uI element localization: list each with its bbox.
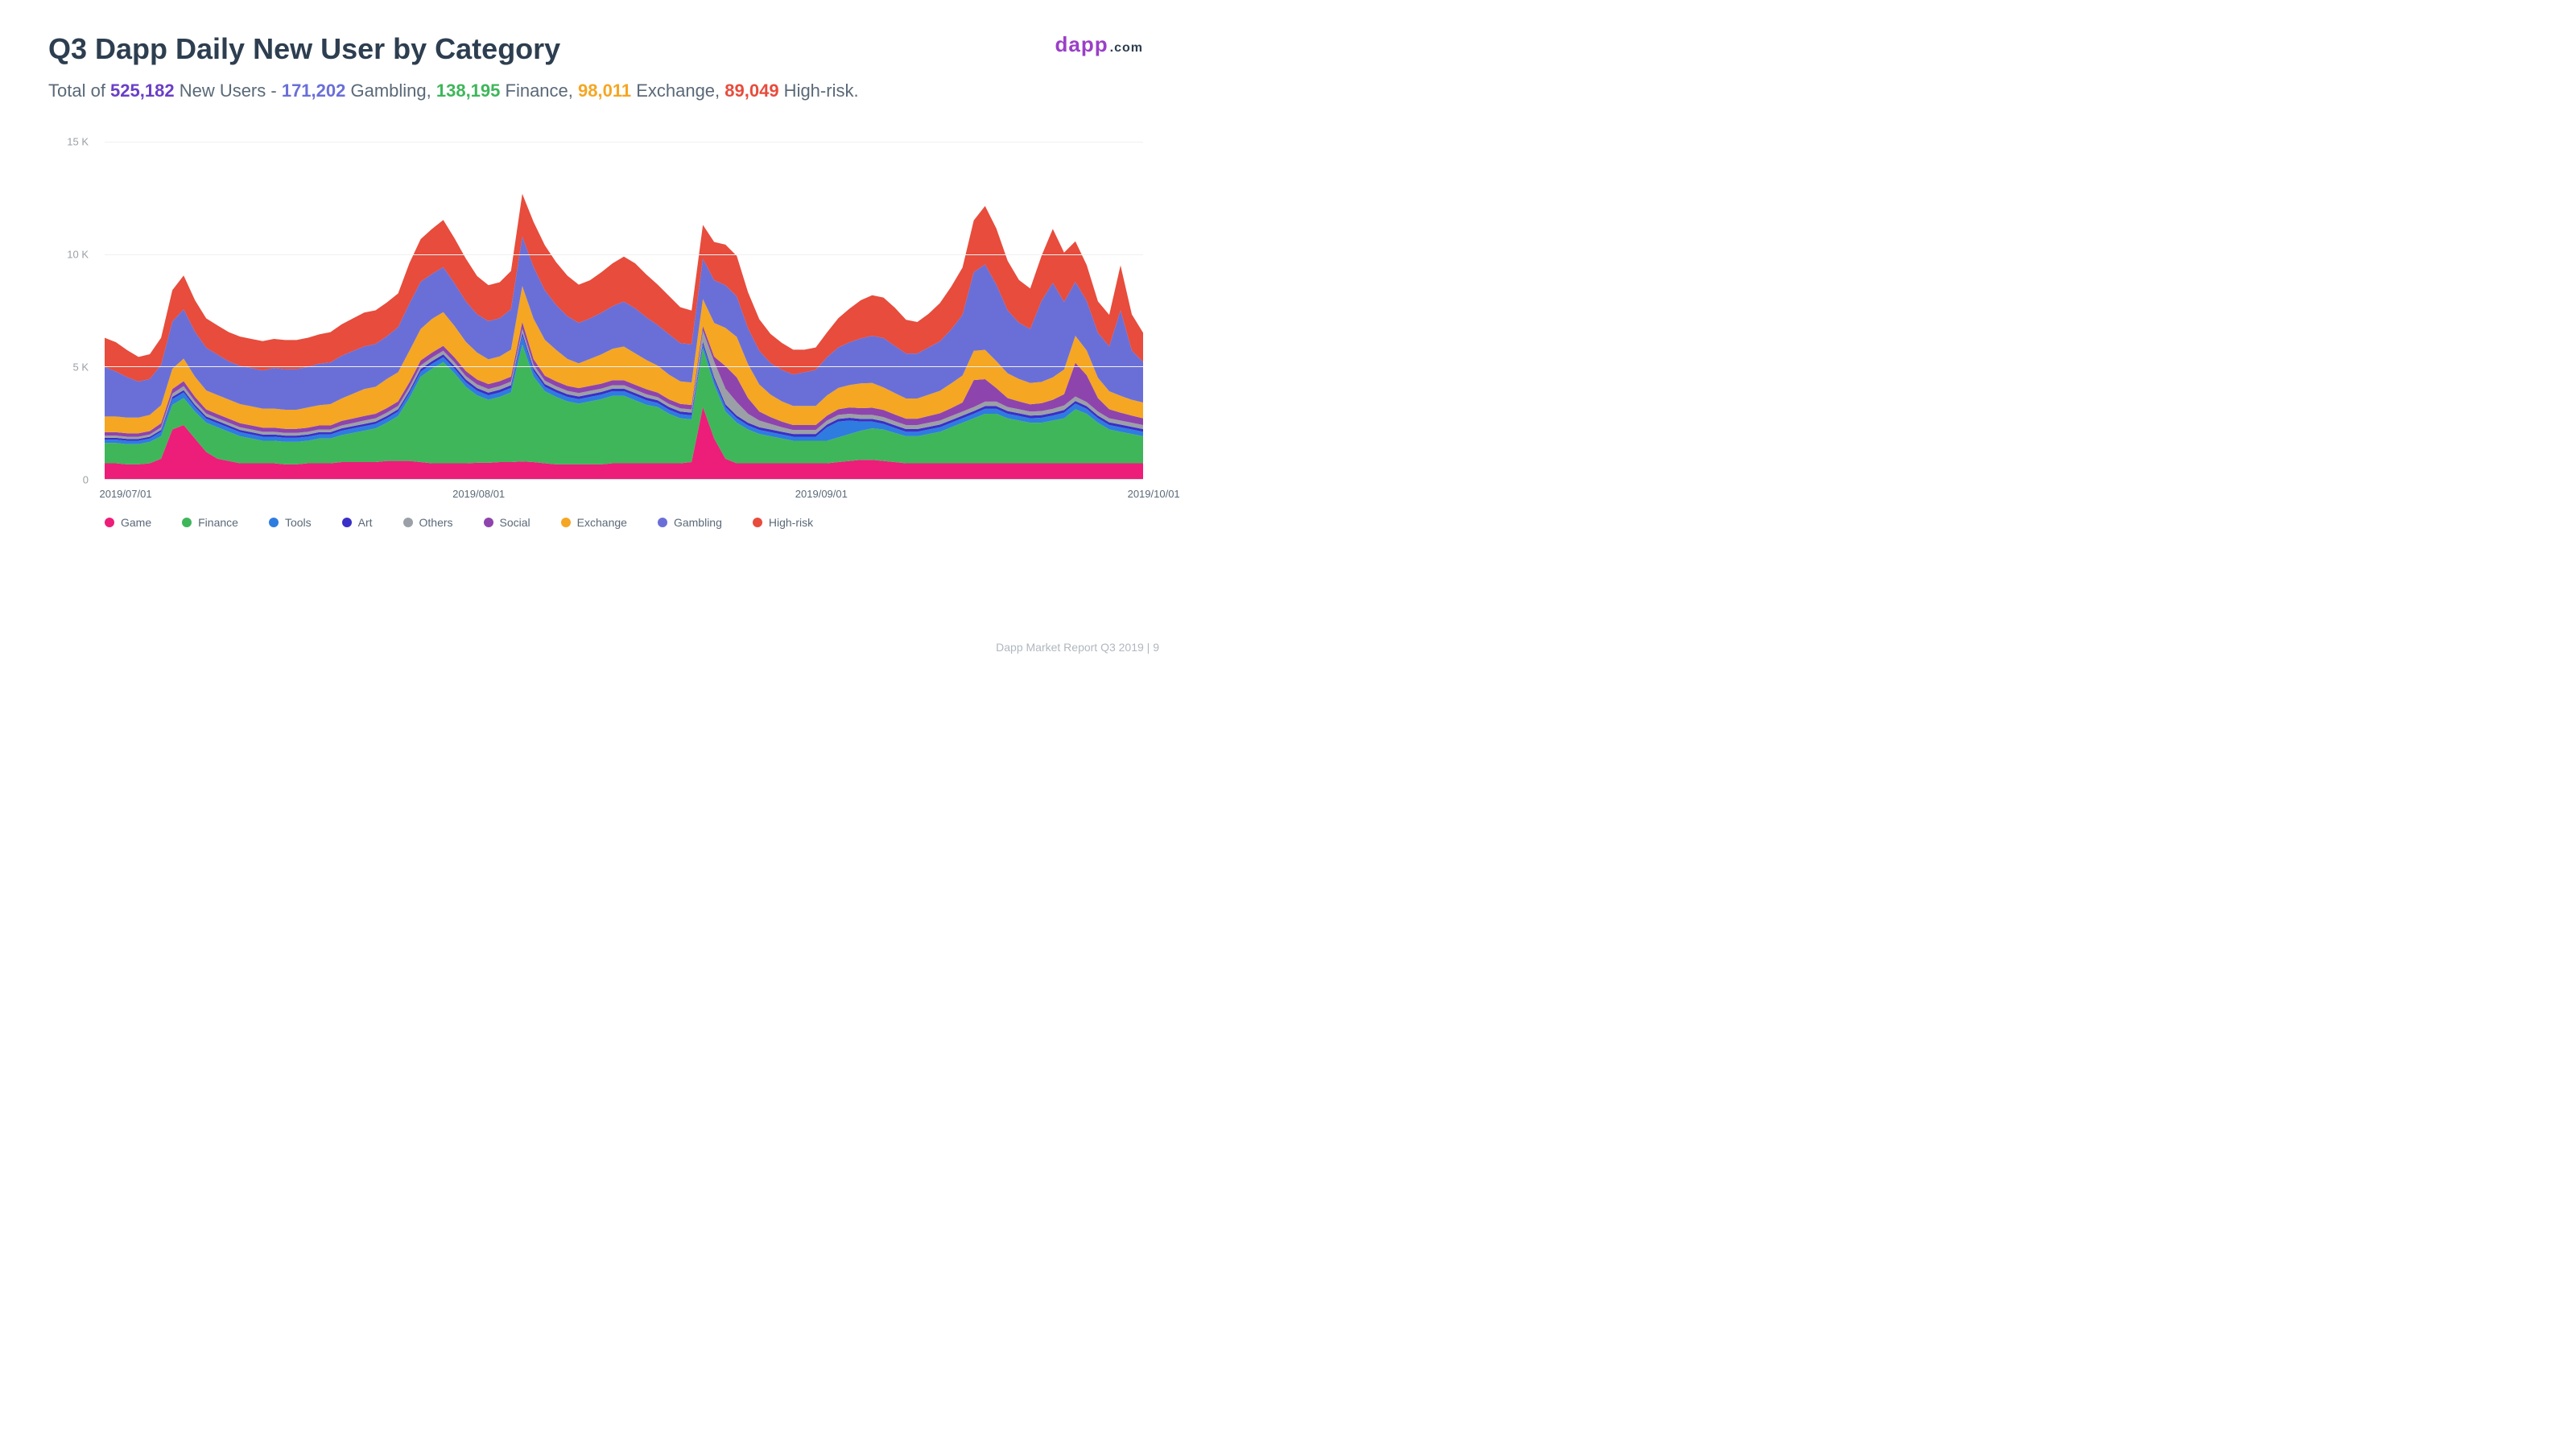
y-tick-label: 15 K [67, 136, 89, 148]
x-tick-label: 2019/07/01 [99, 488, 151, 500]
logo-suffix: .com [1110, 41, 1143, 55]
legend-item: Others [403, 516, 453, 529]
legend-swatch [403, 518, 413, 527]
legend-label: Finance [198, 516, 238, 529]
gridline [105, 366, 1143, 367]
gridline [105, 254, 1143, 255]
legend-item: Art [342, 516, 373, 529]
y-tick-label: 10 K [67, 248, 89, 260]
legend-label: Art [358, 516, 373, 529]
footer-text: Dapp Market Report Q3 2019 | 9 [996, 641, 1159, 654]
x-axis-labels: 2019/07/012019/08/012019/09/012019/10/01 [105, 488, 1143, 504]
legend-swatch [658, 518, 667, 527]
legend-label: Social [500, 516, 530, 529]
x-tick-label: 2019/08/01 [452, 488, 505, 500]
logo-main: dapp [1055, 32, 1108, 56]
legend-item: Gambling [658, 516, 722, 529]
y-axis-labels: 05 K10 K15 K [48, 142, 97, 480]
legend-swatch [484, 518, 493, 527]
legend-item: Exchange [561, 516, 627, 529]
brand-logo: dapp.com [1055, 32, 1143, 57]
legend: Game Finance Tools Art Others Social Exchange G… [105, 516, 1143, 529]
plot-area [105, 142, 1143, 480]
stacked-area-chart: 05 K10 K15 K 2019/07/012019/08/012019/09… [48, 142, 1143, 528]
y-tick-label: 0 [83, 474, 89, 486]
x-tick-label: 2019/09/01 [795, 488, 848, 500]
legend-swatch [753, 518, 762, 527]
legend-swatch [182, 518, 192, 527]
legend-label: Game [121, 516, 151, 529]
legend-label: Tools [285, 516, 312, 529]
legend-swatch [105, 518, 114, 527]
y-tick-label: 5 K [72, 361, 89, 373]
legend-item: High-risk [753, 516, 813, 529]
legend-swatch [561, 518, 571, 527]
page-title: Q3 Dapp Daily New User by Category [48, 32, 560, 66]
legend-label: Exchange [577, 516, 627, 529]
legend-swatch [342, 518, 352, 527]
summary-line: Total of 525,182 New Users - 171,202 Gam… [48, 80, 1143, 101]
legend-item: Tools [269, 516, 312, 529]
legend-item: Social [484, 516, 530, 529]
legend-item: Game [105, 516, 151, 529]
legend-label: High-risk [769, 516, 813, 529]
legend-label: Others [419, 516, 453, 529]
legend-item: Finance [182, 516, 238, 529]
legend-swatch [269, 518, 279, 527]
x-tick-label: 2019/10/01 [1128, 488, 1180, 500]
legend-label: Gambling [674, 516, 722, 529]
